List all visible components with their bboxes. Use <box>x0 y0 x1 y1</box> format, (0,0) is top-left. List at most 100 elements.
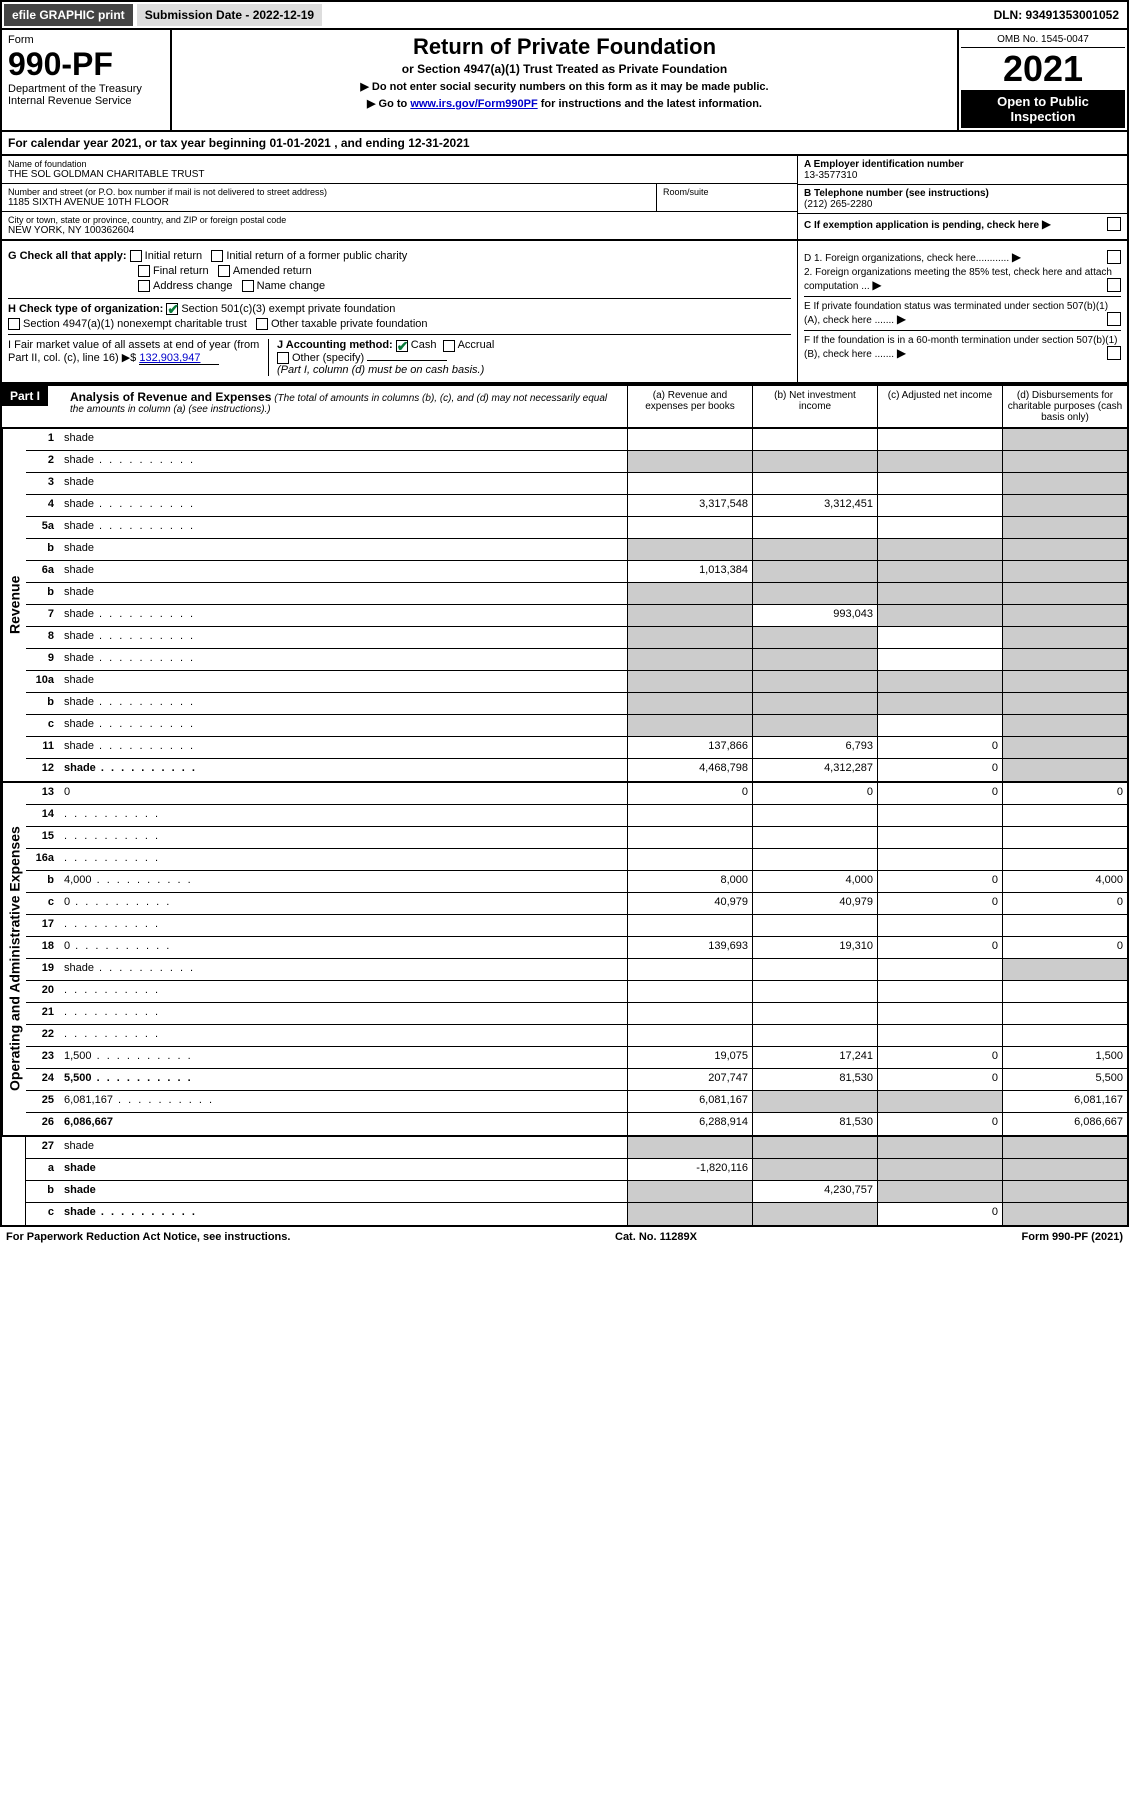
line-description <box>60 915 627 936</box>
g-name-change-checkbox[interactable] <box>242 280 254 292</box>
dept-label: Department of the Treasury <box>8 83 164 95</box>
col-a-header: (a) Revenue and expenses per books <box>627 386 752 427</box>
revenue-table: Revenue 1shade2shade3shade4shade3,317,54… <box>0 429 1129 783</box>
e-checkbox[interactable] <box>1107 312 1121 326</box>
amount-cell <box>877 849 1002 870</box>
h-other-taxable-checkbox[interactable] <box>256 318 268 330</box>
foundation-name-cell: Name of foundation THE SOL GOLDMAN CHARI… <box>2 156 797 184</box>
amount-cell <box>752 1159 877 1180</box>
h-501c3-checkbox[interactable] <box>166 303 178 315</box>
part1-title: Analysis of Revenue and Expenses <box>70 390 271 404</box>
table-row: 1300000 <box>26 783 1127 805</box>
amount-cell <box>627 915 752 936</box>
amount-cell: 19,075 <box>627 1047 752 1068</box>
amount-cell: 1,013,384 <box>627 561 752 582</box>
foundation-name: THE SOL GOLDMAN CHARITABLE TRUST <box>8 169 791 180</box>
line-number: 1 <box>26 429 60 450</box>
amount-cell: 4,312,287 <box>752 759 877 781</box>
amount-cell <box>1002 915 1127 936</box>
e-text: E If private foundation status was termi… <box>804 301 1108 326</box>
line-number: b <box>26 693 60 714</box>
table-row: cshade <box>26 715 1127 737</box>
line-description: shade <box>60 429 627 450</box>
d2-checkbox[interactable] <box>1107 278 1121 292</box>
amount-cell <box>877 429 1002 450</box>
amount-cell <box>877 1137 1002 1158</box>
amount-cell: 6,081,167 <box>1002 1091 1127 1112</box>
amount-cell: 40,979 <box>627 893 752 914</box>
line-number: b <box>26 871 60 892</box>
amount-cell: 0 <box>877 871 1002 892</box>
checks-right: D 1. Foreign organizations, check here..… <box>797 241 1127 382</box>
g-initial-return-checkbox[interactable] <box>130 250 142 262</box>
amount-cell <box>1002 561 1127 582</box>
h-4947-checkbox[interactable] <box>8 318 20 330</box>
amount-cell <box>752 915 877 936</box>
amount-cell <box>1002 693 1127 714</box>
g-initial-former-checkbox[interactable] <box>211 250 223 262</box>
amount-cell <box>877 981 1002 1002</box>
line-description: shade <box>60 737 627 758</box>
line-number: 8 <box>26 627 60 648</box>
amount-cell: 0 <box>877 1047 1002 1068</box>
amount-cell <box>752 805 877 826</box>
note-link-row: ▶ Go to www.irs.gov/Form990PF for instru… <box>180 97 949 110</box>
amount-cell: 137,866 <box>627 737 752 758</box>
form990pf-link[interactable]: www.irs.gov/Form990PF <box>410 98 537 110</box>
line-number: c <box>26 893 60 914</box>
line-number: 25 <box>26 1091 60 1112</box>
table-row: bshade4,230,757 <box>26 1181 1127 1203</box>
amount-cell <box>1002 671 1127 692</box>
line-description <box>60 827 627 848</box>
f-checkbox[interactable] <box>1107 346 1121 360</box>
amount-cell <box>627 693 752 714</box>
amount-cell: 0 <box>877 1069 1002 1090</box>
d1-text: D 1. Foreign organizations, check here..… <box>804 253 1009 264</box>
line-number: 2 <box>26 451 60 472</box>
fmv-value[interactable]: 132,903,947 <box>139 352 219 365</box>
addr-label: Number and street (or P.O. box number if… <box>8 187 650 197</box>
irs-label: Internal Revenue Service <box>8 95 164 107</box>
g-final-return-checkbox[interactable] <box>138 265 150 277</box>
j-cell: J Accounting method: Cash Accrual Other … <box>268 339 791 375</box>
d1-row: D 1. Foreign organizations, check here..… <box>804 250 1121 264</box>
table-row: b4,0008,0004,00004,000 <box>26 871 1127 893</box>
amount-cell <box>877 915 1002 936</box>
phone-label: B Telephone number (see instructions) <box>804 188 1121 199</box>
amount-cell <box>877 1091 1002 1112</box>
amount-cell: -1,820,116 <box>627 1159 752 1180</box>
amount-cell <box>877 627 1002 648</box>
h-label: H Check type of organization: <box>8 303 163 315</box>
amount-cell: 6,081,167 <box>627 1091 752 1112</box>
table-row: 1shade <box>26 429 1127 451</box>
line-number: 6a <box>26 561 60 582</box>
amount-cell: 81,530 <box>752 1113 877 1135</box>
table-row: bshade <box>26 693 1127 715</box>
amount-cell <box>752 627 877 648</box>
d1-checkbox[interactable] <box>1107 250 1121 264</box>
room-cell: Room/suite <box>657 184 797 211</box>
f-arrow: ▶ <box>897 346 906 360</box>
amount-cell <box>752 671 877 692</box>
j-cash-checkbox[interactable] <box>396 340 408 352</box>
g-address-change-checkbox[interactable] <box>138 280 150 292</box>
line-description: shade <box>60 561 627 582</box>
amount-cell: 4,230,757 <box>752 1181 877 1202</box>
efile-button[interactable]: efile GRAPHIC print <box>4 4 133 26</box>
j-other-checkbox[interactable] <box>277 352 289 364</box>
c-checkbox[interactable] <box>1107 217 1121 231</box>
table-row: bshade <box>26 539 1127 561</box>
line-number: b <box>26 1181 60 1202</box>
g-row2: Final return Amended return <box>8 265 791 277</box>
amount-cell: 4,000 <box>752 871 877 892</box>
info-grid: Name of foundation THE SOL GOLDMAN CHARI… <box>0 156 1129 241</box>
amount-cell: 4,000 <box>1002 871 1127 892</box>
bottom-spacer <box>2 1137 26 1225</box>
city-cell: City or town, state or province, country… <box>2 212 797 239</box>
line-description: 0 <box>60 937 627 958</box>
g-amended-checkbox[interactable] <box>218 265 230 277</box>
line-description: 0 <box>60 783 627 804</box>
j-label: J Accounting method: <box>277 339 393 351</box>
e-row: E If private foundation status was termi… <box>804 296 1121 326</box>
j-accrual-checkbox[interactable] <box>443 340 455 352</box>
